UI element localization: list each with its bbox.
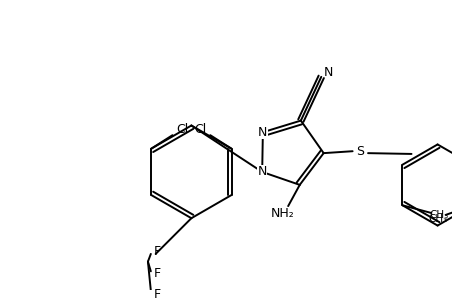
Text: F: F [154,245,161,259]
Text: NH₂: NH₂ [270,207,294,220]
Text: F: F [154,267,161,280]
Text: N: N [257,165,266,178]
Text: Cl: Cl [176,123,188,136]
Text: CH₃: CH₃ [429,210,448,220]
Text: N: N [323,65,332,79]
Text: F: F [154,288,161,300]
Text: CH₃: CH₃ [427,214,447,224]
Text: N: N [257,126,267,139]
Text: Cl: Cl [194,123,206,136]
Text: S: S [356,145,364,158]
